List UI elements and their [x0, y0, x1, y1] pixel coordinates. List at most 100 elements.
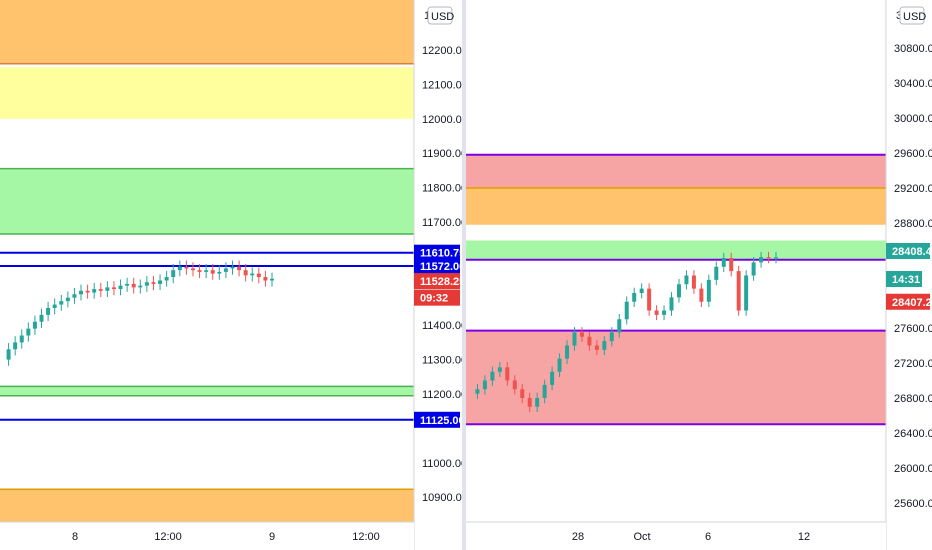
- candle-body: [204, 270, 209, 272]
- candle-body: [52, 304, 57, 308]
- currency-badge: [427, 6, 453, 25]
- candle-body: [691, 275, 696, 289]
- tag-red-price: 28407.2: [892, 297, 932, 309]
- price-tick-label: 27600.00: [894, 323, 932, 335]
- candle-body: [535, 398, 540, 407]
- price-tick-label: 30400.00: [894, 78, 932, 90]
- candle-body: [111, 287, 116, 290]
- candle-body: [46, 308, 51, 315]
- candle-body: [565, 345, 570, 359]
- candle-body: [217, 271, 222, 274]
- yellow-zone: [0, 67, 414, 119]
- tag-green-price-bg: [886, 243, 930, 259]
- candle-body: [39, 314, 44, 322]
- candle-body: [774, 257, 778, 259]
- price-tick-label: 26400.00: [894, 428, 932, 440]
- orange-zone-top: [0, 0, 414, 64]
- price-tick-label: 30800.00: [894, 43, 932, 55]
- candle-body: [766, 257, 771, 259]
- candle-body: [751, 262, 756, 276]
- candle-body: [609, 332, 614, 342]
- price-tick-label: 26800.00: [894, 393, 932, 405]
- candle-body: [59, 301, 64, 305]
- time-tick-label: 28: [572, 531, 584, 543]
- price-tick-label: 11700.00: [422, 217, 462, 229]
- candle-body: [144, 282, 149, 286]
- candle-body: [572, 332, 577, 346]
- candle-body: [527, 398, 532, 407]
- tag-red-price-bg: [886, 293, 930, 310]
- candle-body: [729, 258, 734, 272]
- price-tick-label: 25600.00: [894, 498, 932, 510]
- red-zone-lower: [466, 330, 886, 425]
- time-axis: [0, 522, 414, 550]
- candle-body: [210, 270, 215, 274]
- candle-body: [131, 283, 136, 288]
- tag-countdown-bg: [414, 289, 460, 306]
- candle-body: [497, 367, 502, 372]
- pane-divider[interactable]: [462, 0, 466, 550]
- candle-body: [594, 345, 599, 350]
- price-tick-label: 29200.00: [894, 183, 932, 195]
- tag-line-low-bg: [414, 411, 460, 428]
- tag-line-high: 11610.75: [420, 248, 462, 260]
- time-tick-label: 6: [705, 531, 711, 543]
- candle-body: [550, 371, 555, 385]
- tag-line-mid-bg: [414, 258, 460, 275]
- left-chart[interactable]: 12USD12200.0012100.0012000.0011900.00118…: [0, 0, 462, 550]
- candle-body: [587, 336, 592, 346]
- time-tick-label: 12:00: [154, 531, 182, 543]
- tag-line-low: 11125.00: [420, 415, 462, 427]
- candle-body: [105, 287, 110, 291]
- candle-body: [223, 268, 228, 272]
- price-tick-label: 30000.00: [894, 113, 932, 125]
- candle-body: [19, 335, 24, 343]
- candle-body: [237, 266, 242, 271]
- time-tick-label: 9: [269, 531, 275, 543]
- candle-body: [669, 297, 674, 311]
- tag-countdown: 09:32: [420, 293, 448, 305]
- time-tick-label: 12:00: [352, 531, 380, 543]
- candle-body: [542, 384, 547, 398]
- candle-body: [557, 358, 562, 372]
- candle-body: [490, 371, 495, 381]
- candle-body: [118, 285, 123, 290]
- candle-body: [706, 279, 711, 302]
- price-tick-label: 27200.00: [894, 358, 932, 370]
- candle-body: [744, 275, 749, 311]
- candle-body: [520, 389, 525, 398]
- time-tick-label: Oct: [633, 531, 650, 543]
- candle-body: [736, 271, 741, 311]
- candle-body: [230, 266, 235, 269]
- price-tick-label: 12000.00: [422, 114, 462, 126]
- time-tick-label: 8: [72, 531, 78, 543]
- green-zone-upper: [0, 168, 414, 235]
- left-chart-pane[interactable]: 12USD12200.0012100.0012000.0011900.00118…: [0, 0, 462, 550]
- candle-body: [263, 277, 268, 281]
- candle-body: [639, 288, 644, 293]
- candle-body: [654, 310, 659, 315]
- time-tick-label: 12: [798, 531, 810, 543]
- candle-body: [721, 258, 726, 267]
- candle-body: [482, 380, 487, 390]
- green-zone: [466, 240, 886, 260]
- candle-body: [759, 257, 764, 263]
- candle-body: [197, 270, 202, 272]
- candle-body: [250, 273, 255, 276]
- orange-zone: [466, 188, 886, 225]
- candle-body: [617, 319, 622, 333]
- candle-body: [243, 270, 248, 276]
- candle-body: [125, 283, 130, 286]
- candle-body: [92, 289, 97, 293]
- candle-body: [32, 321, 37, 329]
- price-tick-label: 12100.00: [422, 79, 462, 91]
- candle-body: [512, 380, 517, 390]
- candle-body: [26, 328, 31, 336]
- tag-last-price: 11528.25: [420, 276, 462, 288]
- candle-body: [190, 268, 195, 271]
- tag-countdown-bg: [886, 271, 922, 287]
- price-tick-label: 12200.00: [422, 45, 462, 57]
- price-tick-label: 11400.00: [422, 320, 462, 332]
